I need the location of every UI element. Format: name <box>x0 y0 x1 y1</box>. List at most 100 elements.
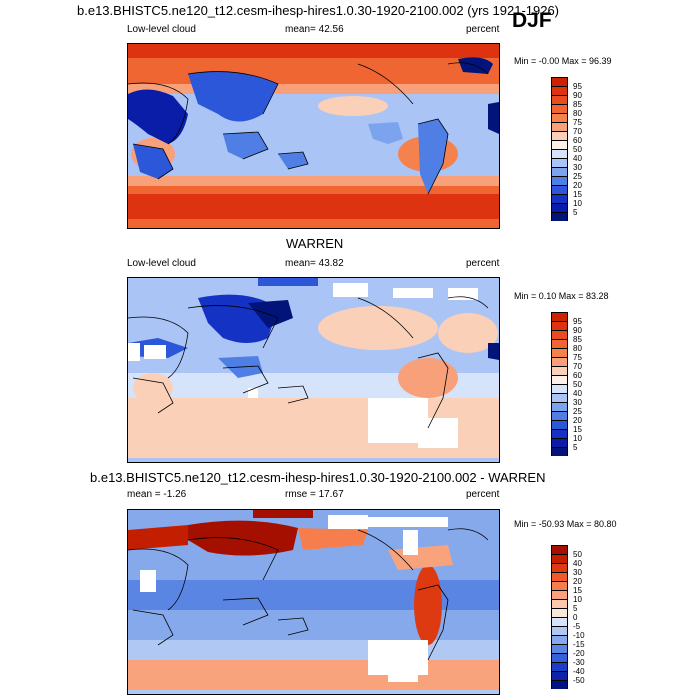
panel3-colorbar-box <box>551 680 568 689</box>
panel1-colorbar-box <box>551 140 568 149</box>
panel2-colorbar-tick: 80 <box>573 344 582 353</box>
panel2-colorbar-box <box>551 384 568 393</box>
panel2-colorbar-tick: 10 <box>573 434 582 443</box>
panel3-colorbar-box <box>551 599 568 608</box>
panel2-colorbar-box <box>551 438 568 447</box>
panel2-colorbar-box <box>551 348 568 357</box>
panel2-colorbar-tick: 50 <box>573 380 582 389</box>
panel1-colorbar-tick: 5 <box>573 208 578 217</box>
panel2-colorbar-tick: 85 <box>573 335 582 344</box>
panel2-colorbar-tick: 70 <box>573 362 582 371</box>
panel2-minmax: Min = 0.10 Max = 83.28 <box>514 291 609 301</box>
panel1-colorbar-box <box>551 158 568 167</box>
panel1-colorbar-box <box>551 86 568 95</box>
panel3-rmse-label: rmse = 17.67 <box>285 489 344 500</box>
panel2-colorbar-tick: 25 <box>573 407 582 416</box>
panel1-colorbar-tick: 30 <box>573 163 582 172</box>
panel2-colorbar-box <box>551 312 568 321</box>
panel3-colorbar-box <box>551 608 568 617</box>
panel2-colorbar-box <box>551 429 568 438</box>
season-label: DJF <box>512 9 552 32</box>
panel3-colorbar-tick: -10 <box>573 631 585 640</box>
panel1-colorbar-box <box>551 131 568 140</box>
panel1-colorbar-tick: 50 <box>573 145 582 154</box>
panel3-colorbar-tick: -40 <box>573 667 585 676</box>
panel2-colorbar-tick: 95 <box>573 317 582 326</box>
panel3-colorbar-tick: 15 <box>573 586 582 595</box>
panel1-colorbar-tick: 75 <box>573 118 582 127</box>
panel1-map <box>127 43 500 229</box>
panel1-colorbar-box <box>551 77 568 86</box>
panel3-colorbar-box <box>551 635 568 644</box>
panel2-colorbar-box <box>551 402 568 411</box>
panel1-colorbar-box <box>551 122 568 131</box>
panel3-colorbar-box <box>551 644 568 653</box>
panel3-mean-label: mean = -1.26 <box>127 489 187 500</box>
panel2-colorbar-tick: 15 <box>573 425 582 434</box>
panel3-colorbar-tick: -30 <box>573 658 585 667</box>
panel2-colorbar-tick: 60 <box>573 371 582 380</box>
panel1-colorbar-box <box>551 113 568 122</box>
panel3-colorbar-box <box>551 626 568 635</box>
panel1-mean-label: mean= 42.56 <box>285 24 344 35</box>
panel2-colorbar-tick: 30 <box>573 398 582 407</box>
panel3-colorbar-tick: 20 <box>573 577 582 586</box>
panel1-minmax: Min = -0.00 Max = 96.39 <box>514 56 612 66</box>
panel1-units-label: percent <box>466 24 500 35</box>
panel1-title: b.e13.BHISTC5.ne120_t12.cesm-ihesp-hires… <box>77 3 560 18</box>
panel3-colorbar-box <box>551 590 568 599</box>
panel3-colorbar-tick: -15 <box>573 640 585 649</box>
panel1-colorbar-box <box>551 176 568 185</box>
panel3-colorbar-tick: -50 <box>573 676 585 685</box>
panel1-colorbar-tick: 95 <box>573 82 582 91</box>
panel1-colorbar-tick: 25 <box>573 172 582 181</box>
panel2-colorbar-box <box>551 330 568 339</box>
panel3-colorbar-tick: -20 <box>573 649 585 658</box>
panel2-colorbar-box <box>551 393 568 402</box>
panel2-colorbar-tick: 5 <box>573 443 578 452</box>
panel1-colorbar-tick: 85 <box>573 100 582 109</box>
panel2-colorbar-box <box>551 411 568 420</box>
panel2-colorbar-tick: 40 <box>573 389 582 398</box>
panel1-colorbar-box <box>551 194 568 203</box>
panel2-variable-label: Low-level cloud <box>127 258 196 269</box>
panel2-colorbar-box <box>551 357 568 366</box>
panel1-colorbar-tick: 90 <box>573 91 582 100</box>
panel1-colorbar-tick: 20 <box>573 181 582 190</box>
panel3-colorbar-box <box>551 572 568 581</box>
panel3-colorbar-tick: 0 <box>573 613 578 622</box>
panel1-colorbar-tick: 60 <box>573 136 582 145</box>
panel1-map-field <box>128 44 499 228</box>
panel1-colorbar-box <box>551 95 568 104</box>
panel3-colorbar: 50 40 30 20 15 10 5 0 -5 -10 -15 -20 -30… <box>551 545 585 689</box>
panel3-units-label: percent <box>466 489 500 500</box>
panel1-colorbar: 95 90 85 80 75 70 60 50 40 30 25 20 15 1… <box>551 77 582 221</box>
panel2-colorbar-box <box>551 420 568 429</box>
panel3-colorbar-tick: 5 <box>573 604 578 613</box>
panel3-colorbar-box <box>551 545 568 554</box>
panel2-map-field <box>128 278 499 462</box>
panel3-colorbar-box <box>551 617 568 626</box>
panel3-colorbar-tick: 10 <box>573 595 582 604</box>
panel2-mean-label: mean= 43.82 <box>285 258 344 269</box>
panel2-colorbar-box <box>551 375 568 384</box>
panel2-units-label: percent <box>466 258 500 269</box>
panel1-colorbar-box <box>551 212 568 221</box>
panel2-map <box>127 277 500 463</box>
panel1-variable-label: Low-level cloud <box>127 24 196 35</box>
panel2-colorbar-box <box>551 321 568 330</box>
panel2-colorbar-box <box>551 366 568 375</box>
panel3-colorbar-box <box>551 563 568 572</box>
panel3-minmax: Min = -50.93 Max = 80.80 <box>514 519 617 529</box>
panel1-colorbar-tick: 40 <box>573 154 582 163</box>
panel2-colorbar-tick: 90 <box>573 326 582 335</box>
panel3-colorbar-box <box>551 662 568 671</box>
panel3-map-field <box>128 510 499 694</box>
panel3-colorbar-box <box>551 653 568 662</box>
panel1-colorbar-tick: 10 <box>573 199 582 208</box>
panel3-colorbar-tick: -5 <box>573 622 581 631</box>
panel3-map <box>127 509 500 695</box>
panel2-colorbar-tick: 75 <box>573 353 582 362</box>
panel2-title: WARREN <box>286 236 344 251</box>
panel1-colorbar-tick: 80 <box>573 109 582 118</box>
